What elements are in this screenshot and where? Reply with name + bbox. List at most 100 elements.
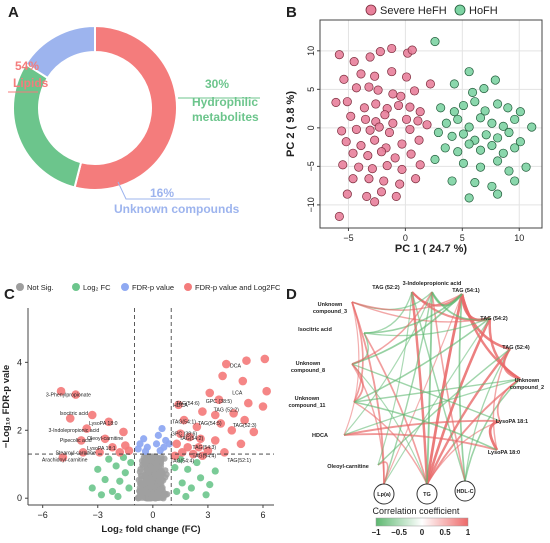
data-point-hofh: [475, 113, 486, 123]
y-tick-label: 4: [17, 357, 22, 367]
network-node-label: Oleoyl-carnitine: [327, 464, 369, 470]
point-label: TAG(54:2): [179, 436, 203, 442]
x-tick-label: 10: [514, 233, 524, 243]
data-point-severe-hefh: [401, 114, 412, 124]
plot-border: [319, 19, 543, 229]
point-label: TAG(54:5): [198, 421, 222, 427]
legend-marker: [184, 283, 192, 291]
data-point-severe-hefh: [342, 97, 352, 107]
data-point-severe-hefh: [354, 162, 364, 172]
y-tick-label: −5: [306, 161, 316, 171]
data-point-log2fc: [206, 481, 214, 489]
panel-label-b: B: [286, 4, 297, 21]
data-point-fdr-and-log2fc: [260, 354, 270, 364]
network-node-label: TAG (52:2): [372, 285, 400, 291]
data-point-fdr-and-log2fc: [229, 408, 238, 418]
data-point-fdr-and-log2fc: [216, 419, 226, 428]
legend-label: FDR-p value: [132, 283, 174, 292]
data-point-not-sig: [157, 478, 164, 486]
data-point-hofh: [453, 114, 463, 124]
colorbar-tick-label: −1: [371, 528, 381, 537]
data-point-fdr-and-log2fc: [194, 442, 204, 452]
network-node-label: TG: [423, 492, 431, 498]
y-axis-label: −Log₁₀ FDR-p vale: [1, 365, 12, 448]
donut-slice-0: [73, 24, 178, 191]
network-edge: [488, 419, 501, 451]
data-point-log2fc: [101, 475, 109, 484]
network-edge: [363, 291, 413, 334]
data-point-severe-hefh: [373, 85, 383, 95]
legend-label: Not Sig.: [27, 283, 54, 292]
network-edge: [377, 348, 511, 466]
data-point-severe-hefh: [370, 135, 380, 145]
data-point-fdr-and-log2fc: [242, 356, 251, 365]
data-point-fdr: [156, 447, 164, 455]
point-label: GPC (38:5): [206, 399, 233, 405]
data-point-fdr: [141, 447, 150, 455]
network-edge: [431, 291, 466, 482]
data-point-severe-hefh: [362, 191, 372, 201]
data-point-fdr-and-log2fc: [71, 390, 81, 399]
legend-label: Log₂ FC: [83, 283, 111, 292]
network-edge: [343, 378, 521, 436]
data-point-log2fc: [178, 479, 186, 487]
data-point-hofh: [475, 145, 486, 155]
data-point-severe-hefh: [397, 139, 407, 149]
data-point-log2fc: [125, 484, 133, 492]
network-edge: [353, 317, 491, 403]
point-label: Oleoyl-carnitine: [87, 436, 123, 442]
point-label: Pipecolic acid: [60, 438, 92, 444]
data-point-log2fc: [94, 465, 102, 473]
data-point-fdr-and-log2fc: [183, 442, 193, 452]
data-point-severe-hefh: [337, 126, 347, 136]
network-edge: [351, 363, 501, 422]
network-edge: [351, 291, 433, 365]
data-point-hofh: [458, 100, 468, 111]
slice-name-label: Hydrophilic: [192, 95, 258, 109]
data-point-severe-hefh: [387, 67, 397, 77]
data-point-fdr-and-log2fc: [198, 407, 207, 416]
data-point-hofh: [503, 103, 513, 113]
data-point-hofh: [453, 147, 463, 157]
data-point-severe-hefh: [414, 135, 424, 145]
network-node-circle: [373, 483, 395, 505]
network-edge: [496, 378, 521, 422]
network-edge: [464, 348, 511, 482]
data-point-log2fc: [116, 477, 124, 485]
data-point-hofh: [433, 127, 443, 138]
network-edge: [488, 317, 521, 381]
colorbar-tick-label: 1: [466, 528, 471, 537]
data-point-log2fc: [173, 487, 181, 496]
colorbar-tick-label: 0: [420, 528, 425, 537]
x-tick-label: −6: [38, 510, 48, 520]
data-point-hofh: [498, 148, 508, 158]
network-node-circle: [416, 483, 438, 505]
data-point-fdr-and-log2fc: [100, 434, 110, 444]
network-edge: [351, 301, 364, 403]
data-point-not-sig: [147, 483, 154, 491]
volcano-plot-svg: Not Sig. Log₂ FC FDR-p value FDR-p value an…: [1, 283, 281, 535]
data-point-not-sig: [136, 492, 143, 499]
data-point-fdr-and-log2fc: [78, 448, 88, 457]
point-label: TAG (52:2): [214, 408, 240, 414]
data-point-hofh: [487, 118, 497, 128]
data-point-severe-hefh: [351, 124, 361, 134]
data-point-fdr-and-log2fc: [214, 395, 224, 405]
slice-name-label: Lipids: [13, 76, 49, 90]
data-point-severe-hefh: [388, 118, 398, 128]
network-edge: [383, 317, 491, 485]
point-label: TAG(54:6): [176, 401, 200, 407]
data-point-fdr: [158, 424, 166, 433]
point-label: GPC (38:6): [171, 431, 198, 437]
data-point-severe-hefh: [365, 52, 375, 62]
data-point-fdr-and-log2fc: [188, 449, 198, 459]
data-point-severe-hefh: [360, 114, 371, 124]
point-label: Arachidoyl-carnitine: [42, 458, 88, 464]
data-point-fdr-and-log2fc: [238, 376, 248, 386]
data-point-hofh: [493, 189, 503, 199]
data-point-not-sig: [153, 490, 160, 497]
colorbar: [375, 517, 469, 527]
point-label: 3-Phenylpropionate: [46, 392, 91, 398]
network-node-label: compound_3: [313, 309, 347, 315]
